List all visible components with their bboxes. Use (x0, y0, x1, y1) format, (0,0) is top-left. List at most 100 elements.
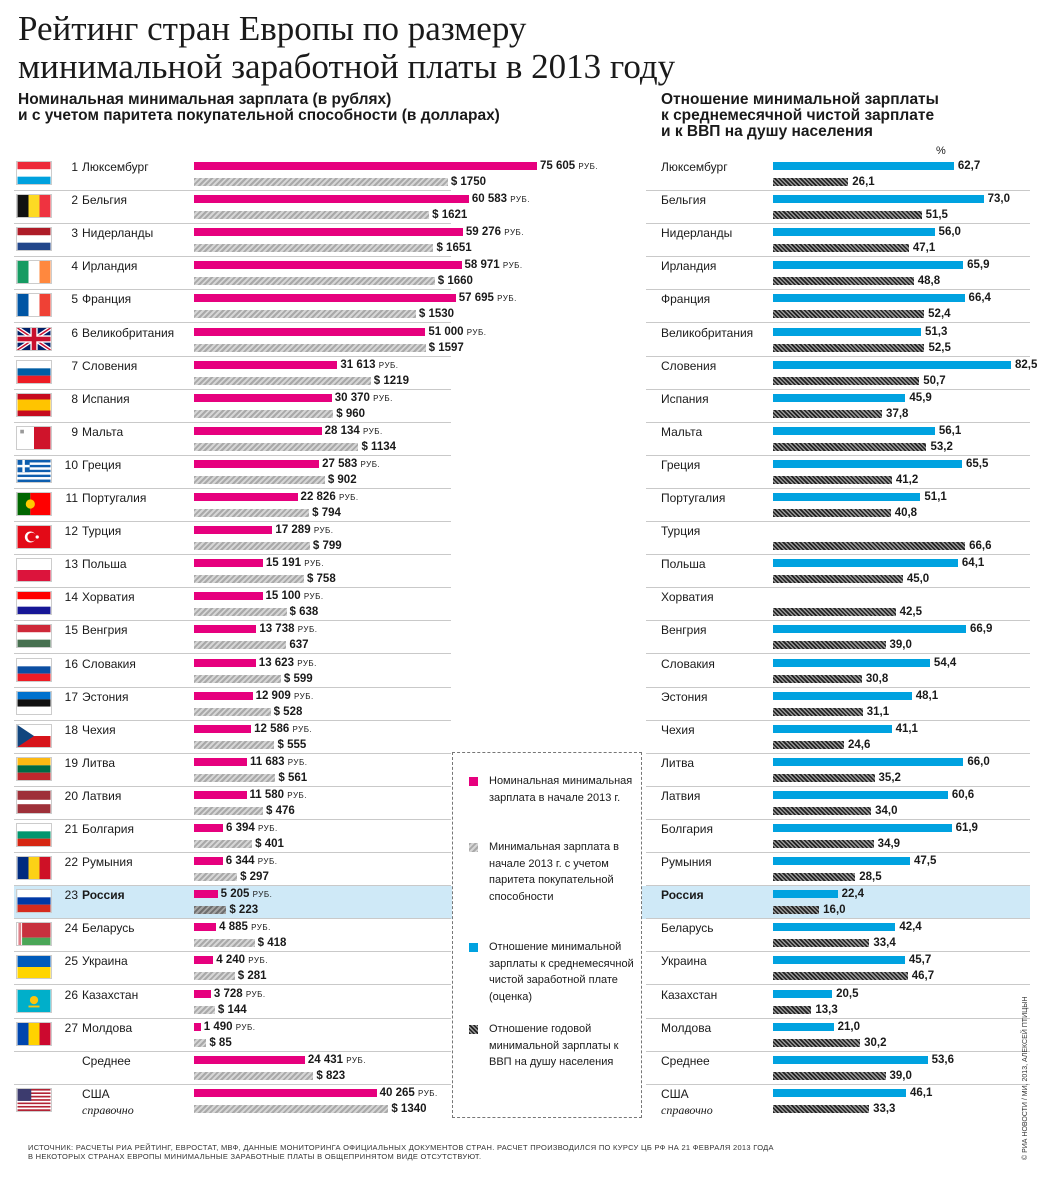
rub-value: 59 276 (465, 226, 502, 239)
table-row: 17 Эстония 12 909 РУБ. $ 528 Эстония 48,1 31,1 (14, 688, 1030, 721)
gdp-ratio-bar (773, 641, 886, 650)
rub-value: 1 490 (203, 1020, 233, 1033)
net-wage-ratio-bar (773, 493, 921, 501)
left-chart-title-line-2: и с учетом паритета покупательной способ… (18, 107, 500, 124)
rub-value-label: 17 289 РУБ. (275, 524, 333, 537)
net-wage-ratio-bar (773, 261, 964, 270)
rub-value: 11 580 (249, 788, 285, 801)
rub-unit: РУБ. (287, 790, 307, 800)
usd-ppp-bar (194, 542, 310, 551)
rub-value: 17 289 (275, 524, 311, 537)
rub-value-label: 12 909 РУБ. (256, 690, 314, 703)
belarus-flag (16, 922, 52, 947)
netherlands-flag (16, 227, 52, 252)
country-name: Молдова (661, 1020, 712, 1035)
rub-bar (194, 526, 273, 535)
usd-ppp-bar (194, 178, 448, 186)
rub-unit: РУБ. (303, 592, 324, 602)
rank-number: 2 (71, 193, 78, 208)
country-name: Испания (661, 391, 709, 406)
gdp-ratio-bar (773, 409, 883, 418)
net-wage-ratio-value: 66,4 (968, 292, 991, 305)
rub-value-label: 6 394 РУБ. (226, 822, 278, 835)
net-wage-ratio-value: 47,5 (914, 855, 937, 868)
usa-flag (16, 1087, 52, 1112)
usd-value-label: $ 1651 (436, 242, 472, 255)
country-name: Греция (82, 457, 122, 472)
usd-ppp-bar (194, 906, 227, 915)
country-name: Латвия (661, 788, 701, 803)
country-name: Россия (82, 888, 125, 903)
gdp-ratio-value: 33,3 (873, 1102, 896, 1115)
legend-swatch-gray (469, 843, 478, 852)
row-divider (646, 752, 1030, 754)
country-name: Хорватия (82, 590, 135, 605)
rub-bar (194, 195, 469, 204)
row-divider (14, 355, 451, 357)
row-divider (646, 1017, 1030, 1019)
net-wage-ratio-bar (773, 724, 892, 733)
kazakhstan-flag (16, 988, 52, 1013)
rub-unit: РУБ. (297, 658, 317, 668)
rub-value-label: 5 205 РУБ. (221, 888, 273, 901)
rub-unit: РУБ. (497, 294, 517, 304)
table-row: 22 Румыния 6 344 РУБ. $ 297 Румыния 47,5 28,5 (14, 853, 1030, 887)
rank-number: 12 (64, 524, 78, 539)
gdp-ratio-value: 40,8 (894, 507, 918, 519)
rank-number: 1 (71, 160, 78, 174)
malta-flag (16, 425, 52, 450)
usd-ppp-bar (194, 608, 287, 617)
rub-bar (194, 327, 426, 336)
right-chart-title: Отношение минимальной зарплаты к среднем… (661, 92, 1021, 140)
net-wage-ratio-value: 62,7 (957, 160, 981, 172)
usd-value-label: $ 638 (289, 606, 319, 619)
gdp-ratio-bar (773, 211, 922, 220)
row-divider (14, 587, 451, 589)
legend: Номинальная минимальная зарплата в начал… (452, 752, 642, 1118)
table-row: 11 Португалия 22 826 РУБ. $ 794 Португалия 51… (14, 489, 1030, 522)
ukraine-flag (16, 955, 52, 980)
rub-value-label: 13 738 РУБ. (259, 623, 317, 636)
country-name: Венгрия (82, 623, 128, 638)
rub-unit: РУБ. (235, 1022, 256, 1032)
gdp-ratio-value: 30,8 (865, 672, 889, 685)
rank-number: 13 (64, 557, 78, 572)
rub-unit: РУБ. (504, 228, 525, 238)
row-divider (646, 620, 1030, 622)
rank-number: 5 (71, 292, 78, 307)
row-divider (14, 752, 451, 754)
net-wage-ratio-bar (773, 989, 833, 998)
left-chart-title: Номинальная минимальная зарплата (в рубл… (18, 92, 578, 124)
table-row: 25 Украина 4 240 РУБ. $ 281 Украина 45,7 46,7 (14, 952, 1030, 986)
row-divider (14, 388, 451, 390)
legend-text: Номинальная минимальная зарплата в начал… (489, 775, 633, 804)
ireland-flag (16, 260, 52, 285)
country-name: Словения (661, 358, 717, 373)
rub-value-label: 31 613 РУБ. (340, 359, 398, 372)
row-divider (646, 951, 1030, 953)
rub-value-label: 60 583 РУБ. (472, 193, 530, 206)
right-chart-title-line-1: Отношение минимальной зарплаты (661, 91, 939, 108)
usd-value-label: $ 599 (283, 672, 313, 685)
rank-number: 10 (64, 457, 78, 472)
table-row: 3 Нидерланды 59 276 РУБ. $ 1651 Нидерланды 56… (14, 224, 1030, 258)
rank-number: 18 (64, 722, 78, 737)
legend-swatch-pink (469, 777, 478, 786)
country-name: Нидерланды (661, 226, 733, 241)
table-row: 14 Хорватия 15 100 РУБ. $ 638 Хорватия 42,5 (14, 588, 1030, 622)
country-name: Беларусь (661, 921, 714, 936)
usd-value-label: $ 1530 (418, 308, 455, 321)
gdp-ratio-value: 35,2 (878, 771, 901, 784)
belgium-flag (16, 194, 52, 219)
country-name: Словакия (82, 656, 136, 671)
rub-value-label: 59 276 РУБ. (466, 226, 524, 239)
rub-bar (194, 493, 298, 501)
gdp-ratio-value: 46,7 (911, 970, 935, 983)
usd-ppp-bar (194, 1104, 389, 1113)
rub-bar (194, 1088, 377, 1097)
net-wage-ratio-bar (773, 393, 906, 402)
net-wage-ratio-value: 65,5 (965, 457, 989, 470)
usd-value-label: $ 297 (240, 871, 269, 884)
row-divider (646, 454, 1030, 456)
usd-ppp-bar (194, 310, 416, 319)
